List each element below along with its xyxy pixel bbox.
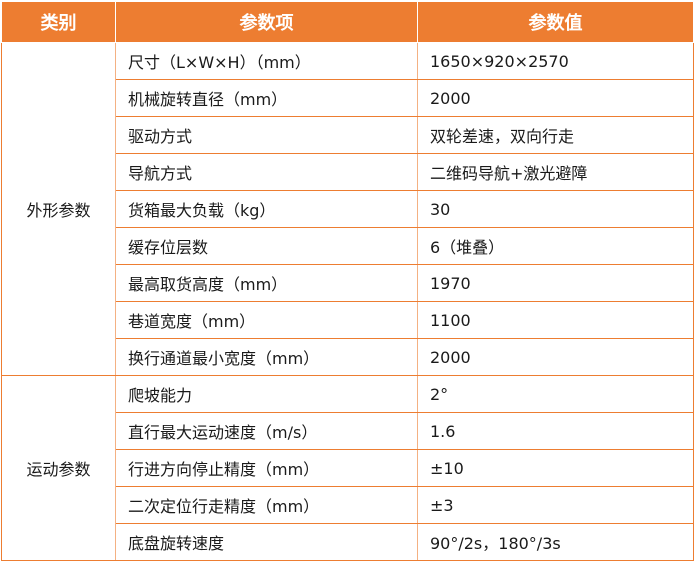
value-cell: 二维码导航+激光避障 <box>417 153 694 191</box>
value-cell: ±10 <box>417 449 694 487</box>
value-cell: 双轮差速，双向行走 <box>417 116 694 154</box>
category-cell: 运动参数 <box>1 375 116 561</box>
table-row: 行进方向停止精度（mm） ±10 <box>2 449 694 487</box>
value-cell: 30 <box>417 190 694 228</box>
table-row: 机械旋转直径（mm） 2000 <box>2 79 694 117</box>
category-cell: 外形参数 <box>1 42 116 376</box>
value-cell: 1650×920×2570 <box>417 42 694 80</box>
param-cell: 直行最大运动速度（m/s） <box>115 412 418 450</box>
header-param: 参数项 <box>115 1 418 43</box>
table-row: 货箱最大负载（kg） 30 <box>2 190 694 228</box>
table-row: 驱动方式 双轮差速，双向行走 <box>2 116 694 154</box>
param-cell: 爬坡能力 <box>115 375 418 413</box>
value-cell: 90°/2s，180°/3s <box>417 523 694 561</box>
header-category: 类别 <box>1 1 116 43</box>
table-row: 外形参数 尺寸（L×W×H）（mm） 1650×920×2570 <box>1 42 694 376</box>
value-cell: 2° <box>417 375 694 413</box>
param-cell: 导航方式 <box>115 153 418 191</box>
table-row: 最高取货高度（mm） 1970 <box>2 264 694 302</box>
param-cell: 尺寸（L×W×H）（mm） <box>115 42 418 80</box>
param-cell: 缓存位层数 <box>115 227 418 265</box>
param-cell: 货箱最大负载（kg） <box>115 190 418 228</box>
param-cell: 巷道宽度（mm） <box>115 301 418 339</box>
value-cell: 1970 <box>417 264 694 302</box>
table-row: 二次定位行走精度（mm） ±3 <box>2 486 694 524</box>
value-cell: 1100 <box>417 301 694 339</box>
table-row: 导航方式 二维码导航+激光避障 <box>2 153 694 191</box>
param-cell: 驱动方式 <box>115 116 418 154</box>
table-row: 运动参数 爬坡能力 2° <box>1 375 694 561</box>
value-cell: 1.6 <box>417 412 694 450</box>
param-cell: 行进方向停止精度（mm） <box>115 449 418 487</box>
value-cell: 2000 <box>417 338 694 376</box>
param-cell: 二次定位行走精度（mm） <box>115 486 418 524</box>
table-row: 直行最大运动速度（m/s） 1.6 <box>2 412 694 450</box>
header-row: 类别 参数项 参数值 <box>1 1 694 43</box>
table-row: 底盘旋转速度 90°/2s，180°/3s <box>2 523 694 561</box>
value-cell: 6（堆叠） <box>417 227 694 265</box>
param-cell: 最高取货高度（mm） <box>115 264 418 302</box>
header-value: 参数值 <box>417 1 694 43</box>
table-row: 缓存位层数 6（堆叠） <box>2 227 694 265</box>
value-cell: ±3 <box>417 486 694 524</box>
param-cell: 机械旋转直径（mm） <box>115 79 418 117</box>
param-cell: 底盘旋转速度 <box>115 523 418 561</box>
table-row: 巷道宽度（mm） 1100 <box>2 301 694 339</box>
value-cell: 2000 <box>417 79 694 117</box>
param-cell: 换行通道最小宽度（mm） <box>115 338 418 376</box>
table-row: 换行通道最小宽度（mm） 2000 <box>2 338 694 376</box>
